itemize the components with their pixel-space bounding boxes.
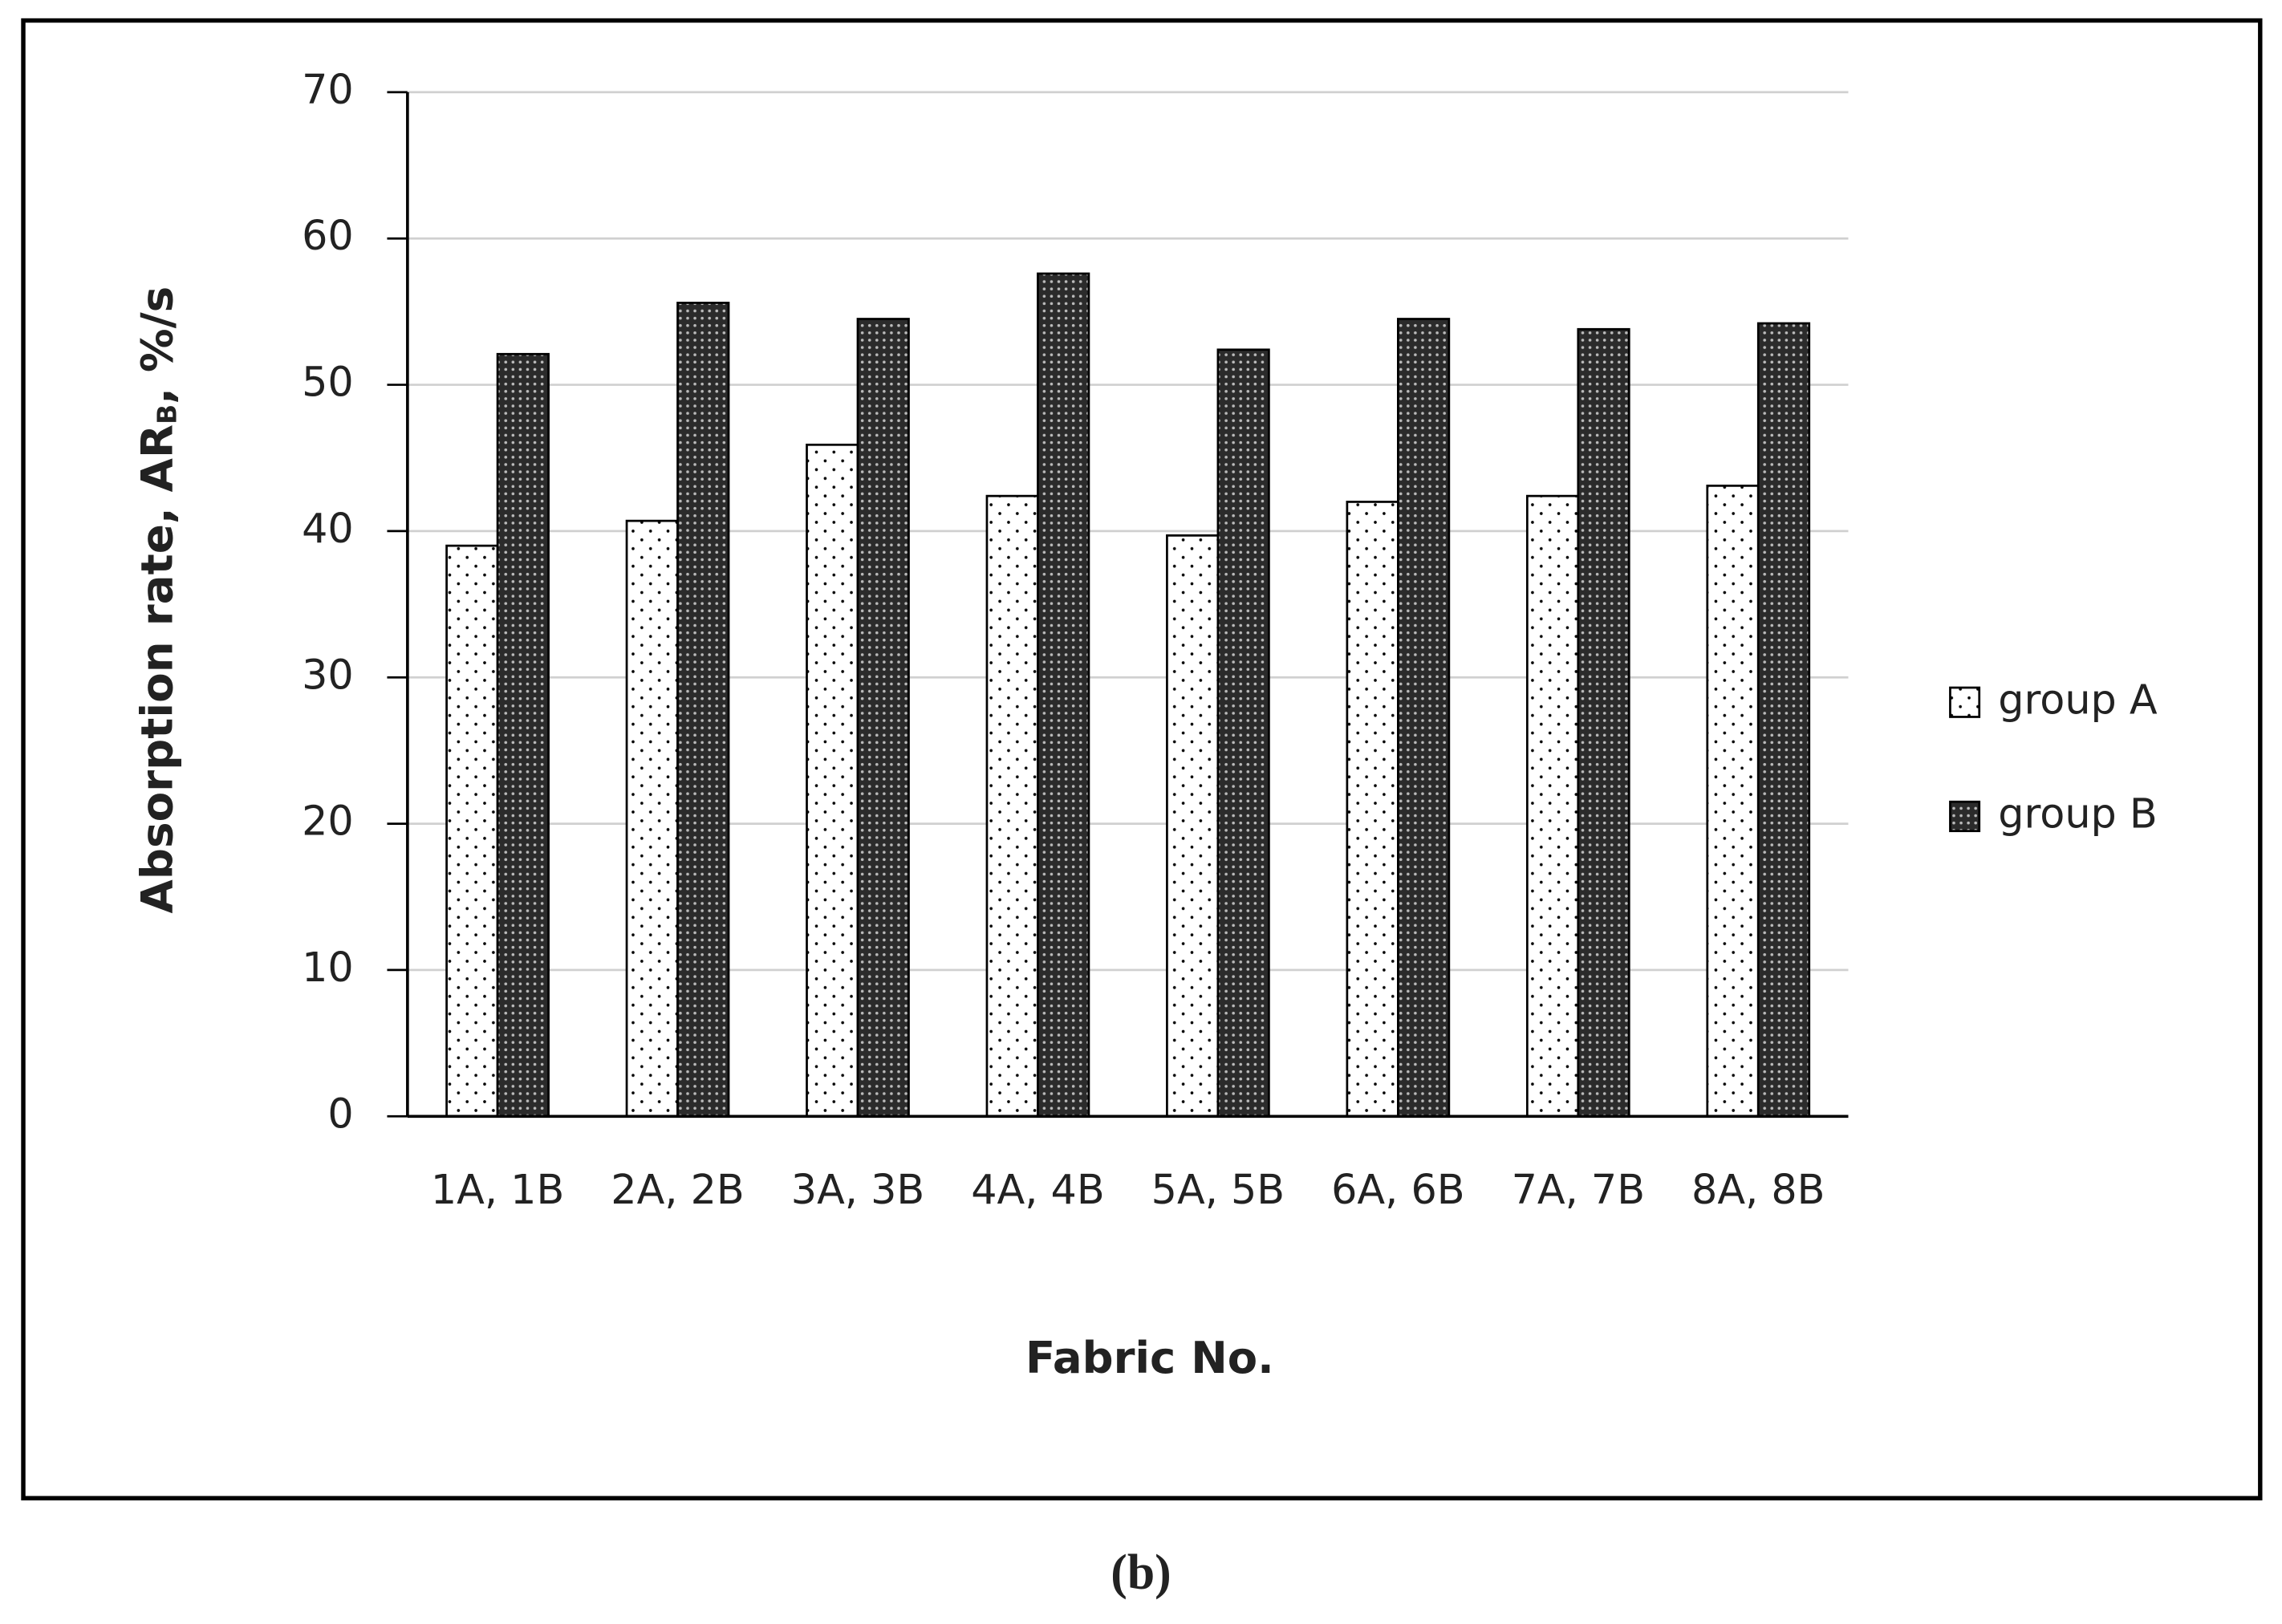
legend-swatch [1949, 686, 1981, 718]
bar [1577, 327, 1630, 1118]
bar [1525, 494, 1580, 1118]
bar [496, 352, 550, 1118]
bar [1166, 534, 1220, 1118]
x-tick-label: 5A, 5B [1151, 1167, 1285, 1214]
bar [1216, 348, 1270, 1118]
bar [445, 544, 499, 1118]
x-tick-label: 2A, 2B [611, 1167, 744, 1214]
bar [1037, 272, 1090, 1118]
bar [1706, 485, 1760, 1118]
y-axis-title-main: Absorption rate, AR [132, 424, 183, 914]
bar [985, 494, 1039, 1118]
x-tick-label: 8A, 8B [1691, 1167, 1825, 1214]
x-tick-label: 4A, 4B [971, 1167, 1104, 1214]
y-tick-label: 0 [327, 1090, 353, 1138]
bar [625, 519, 679, 1118]
y-axis-title: Absorption rate, ARB, %/s [132, 286, 183, 914]
x-tick-label: 1A, 1B [431, 1167, 564, 1214]
caption: (b) [1111, 1545, 1171, 1600]
x-axis-title: Fabric No. [1025, 1332, 1274, 1383]
x-tick-label: 7A, 7B [1512, 1167, 1645, 1214]
y-tick-label: 50 [302, 359, 354, 406]
x-tick-label: 6A, 6B [1331, 1167, 1464, 1214]
y-tick-label: 10 [302, 944, 354, 992]
y-tick-label: 70 [302, 67, 354, 114]
y-tick-label: 30 [302, 652, 354, 699]
bar [806, 443, 859, 1118]
bar [1756, 322, 1811, 1118]
y-tick-label: 20 [302, 798, 354, 846]
frame [21, 18, 2263, 1500]
y-tick-label: 40 [302, 505, 354, 553]
legend-label: group B [1998, 790, 2157, 838]
legend-swatch [1949, 800, 1981, 833]
bar [1396, 318, 1451, 1118]
x-tick-label: 3A, 3B [791, 1167, 924, 1214]
legend-label: group A [1998, 676, 2157, 724]
y-axis-title-suffix: , %/s [132, 286, 183, 404]
bar [856, 318, 910, 1118]
y-tick-label: 60 [302, 213, 354, 260]
y-axis-title-sub: B [152, 404, 182, 424]
bar [676, 302, 730, 1118]
bar [1346, 501, 1399, 1118]
